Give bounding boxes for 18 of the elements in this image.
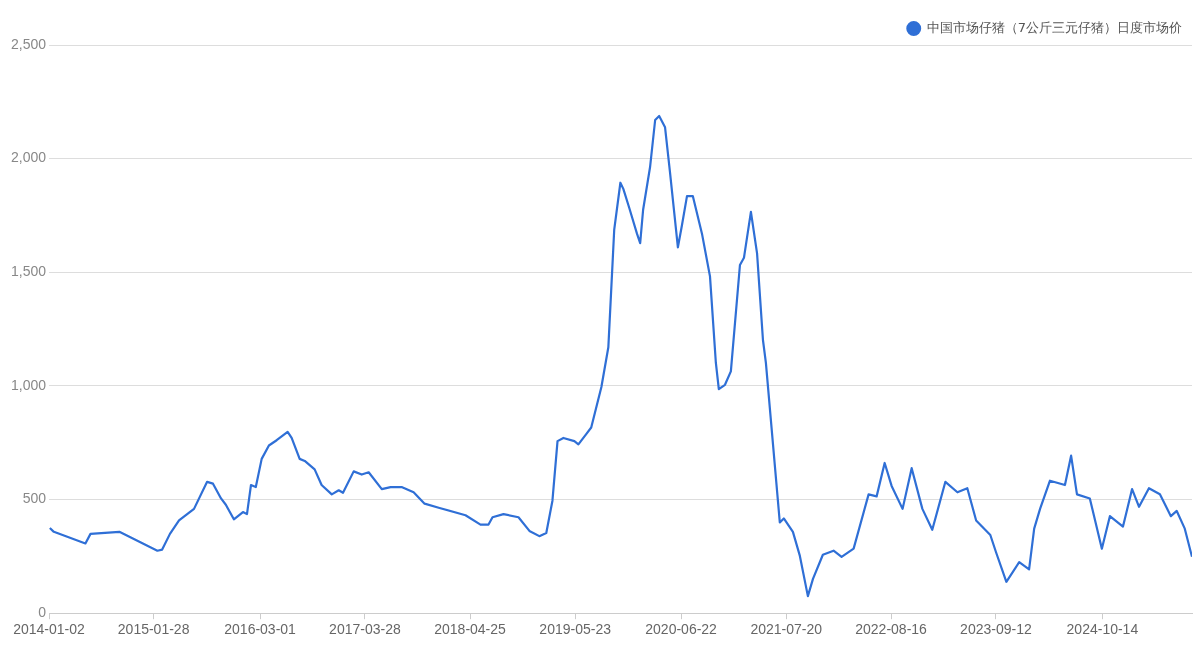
x-tick-label: 2020-06-22 [645,621,718,638]
y-tick-label: 1,500 [10,263,47,280]
x-tick-label: 2018-04-25 [434,621,507,638]
x-tick-label: 2015-01-28 [117,621,190,638]
x-tick-label: 2019-05-23 [539,621,612,638]
x-tick-label: 2022-08-16 [855,621,928,638]
x-tick-label: 2017-03-28 [329,621,401,638]
legend-label: 中国市场仔猪（7公斤三元仔猪）日度市场价 [926,19,1183,35]
x-tick-label: 2016-03-01 [224,621,297,638]
x-tick-label: 2021-07-20 [750,621,823,638]
x-tick-label: 2014-01-02 [13,621,86,638]
x-tick-label: 2024-10-14 [1066,621,1139,638]
y-tick-label: 1,000 [10,376,47,393]
y-tick-label: 2,000 [10,149,47,166]
x-tick-label: 2023-09-12 [960,621,1032,638]
y-tick-label: 0 [38,604,47,621]
y-tick-label: 2,500 [10,35,47,52]
y-tick-label: 500 [22,490,47,507]
